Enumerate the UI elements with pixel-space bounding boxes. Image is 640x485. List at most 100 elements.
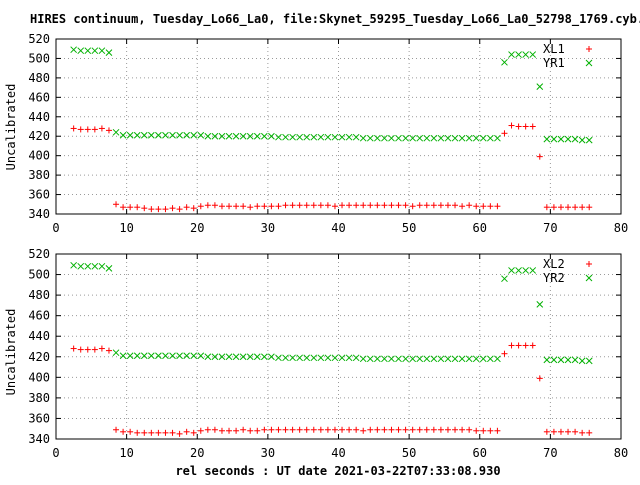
data-point-xl2 <box>176 430 183 437</box>
data-point-xl1 <box>324 202 331 209</box>
data-point-yr2 <box>423 355 431 363</box>
data-point-yr1 <box>190 131 198 139</box>
data-point-xl2 <box>134 429 141 436</box>
data-point-xl2 <box>473 427 480 434</box>
data-point-yr2 <box>282 354 289 362</box>
data-point-xl2 <box>444 426 451 433</box>
data-point-yr1 <box>522 51 530 58</box>
data-point-yr2 <box>176 352 183 360</box>
data-point-xl2 <box>501 350 508 357</box>
bottom-y-tick-label: 500 <box>28 268 50 282</box>
data-point-xl2 <box>550 428 557 435</box>
data-point-yr1 <box>437 134 445 142</box>
data-point-xl2 <box>233 427 240 434</box>
chart-title: HIRES continuum, Tuesday_Lo66_La0, file:… <box>30 12 640 27</box>
data-point-xl1 <box>409 203 416 210</box>
data-point-xl1 <box>416 202 423 209</box>
data-point-yr2 <box>77 262 85 270</box>
data-point-xl1 <box>211 202 218 209</box>
data-point-yr1 <box>508 51 515 58</box>
data-point-xl1 <box>339 202 346 209</box>
data-point-yr1 <box>91 47 99 55</box>
data-point-yr2 <box>402 355 409 363</box>
data-point-yr1 <box>310 133 318 141</box>
bottom-x-tick-label: 10 <box>119 446 133 460</box>
data-point-yr1 <box>395 134 402 142</box>
data-point-yr1 <box>211 132 219 140</box>
data-point-xl1 <box>466 202 473 209</box>
data-point-xl2 <box>515 342 522 349</box>
data-point-xl2 <box>565 428 572 435</box>
data-point-yr2 <box>303 354 311 362</box>
data-point-yr1 <box>402 134 409 142</box>
data-point-yr1 <box>303 133 311 141</box>
series-xl1 <box>70 122 593 213</box>
data-point-yr2 <box>571 356 579 364</box>
data-point-yr1 <box>578 136 586 144</box>
data-point-yr2 <box>232 353 240 361</box>
top-x-tick-label: 10 <box>119 221 133 235</box>
data-point-yr1 <box>458 134 466 142</box>
x-axis-label: rel seconds : UT date 2021-03-22T07:33:0… <box>175 464 500 478</box>
data-point-yr2 <box>317 354 325 362</box>
legend-label-yr2: YR2 <box>543 271 565 285</box>
bottom-x-tick-label: 30 <box>261 446 275 460</box>
data-point-yr1 <box>296 133 304 141</box>
data-point-xl1 <box>240 203 247 210</box>
data-point-yr1 <box>105 49 113 56</box>
data-point-xl1 <box>557 204 564 211</box>
data-point-yr1 <box>529 51 537 58</box>
data-point-yr1 <box>232 132 240 140</box>
data-point-yr2 <box>253 353 261 361</box>
top-y-tick-label: 400 <box>28 149 50 163</box>
data-point-yr1 <box>197 131 205 139</box>
data-point-xl1 <box>268 203 275 210</box>
data-point-yr2 <box>352 354 360 362</box>
data-point-xl2 <box>367 426 374 433</box>
data-point-yr2 <box>451 355 459 363</box>
data-point-xl1 <box>331 203 338 210</box>
data-point-yr1 <box>169 131 176 139</box>
data-point-xl1 <box>494 203 501 210</box>
data-point-xl1 <box>543 204 550 211</box>
data-point-xl2 <box>480 427 487 434</box>
data-point-xl1 <box>113 201 120 208</box>
data-point-yr1 <box>112 128 120 136</box>
data-point-xl2 <box>381 426 388 433</box>
data-point-xl1 <box>162 206 169 213</box>
data-point-yr1 <box>268 132 275 140</box>
data-point-yr2 <box>91 262 99 270</box>
data-point-yr1 <box>282 133 289 141</box>
data-point-xl1 <box>501 130 508 137</box>
data-point-yr2 <box>84 262 92 270</box>
bottom-y-tick-label: 380 <box>28 391 50 405</box>
bottom-x-tick-label: 70 <box>543 446 557 460</box>
data-point-xl1 <box>169 205 176 212</box>
data-point-yr1 <box>451 134 459 142</box>
data-point-yr1 <box>557 135 565 143</box>
data-point-yr1 <box>345 133 353 141</box>
top-x-tick-label: 0 <box>52 221 59 235</box>
data-point-yr1 <box>501 58 508 66</box>
data-point-xl1 <box>70 125 77 132</box>
data-point-xl2 <box>296 426 303 433</box>
data-point-yr2 <box>458 355 466 363</box>
data-point-yr2 <box>529 267 537 274</box>
data-point-yr2 <box>211 353 219 361</box>
data-point-yr2 <box>550 356 558 364</box>
data-point-xl1 <box>529 123 536 130</box>
top-x-tick-label: 70 <box>543 221 557 235</box>
data-point-xl2 <box>331 426 338 433</box>
data-point-xl1 <box>452 202 459 209</box>
top-y-tick-label: 520 <box>28 32 50 46</box>
legend-marker-xl1 <box>586 46 592 52</box>
data-point-yr2 <box>296 354 304 362</box>
data-point-xl2 <box>275 426 282 433</box>
data-point-yr1 <box>444 134 452 142</box>
data-point-yr1 <box>515 51 522 58</box>
data-point-xl1 <box>572 204 579 211</box>
bottom-x-tick-label: 60 <box>473 446 487 460</box>
data-point-yr1 <box>260 132 268 140</box>
